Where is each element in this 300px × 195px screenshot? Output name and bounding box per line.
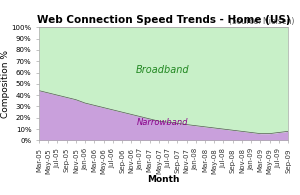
Y-axis label: Composition %: Composition % (1, 50, 10, 118)
Title: Web Connection Speed Trends - Home (US): Web Connection Speed Trends - Home (US) (37, 15, 290, 25)
X-axis label: Month: Month (147, 175, 180, 184)
Text: Broadband: Broadband (136, 65, 190, 75)
Text: Narrowband: Narrowband (137, 118, 189, 127)
Text: (Source: Nielsen): (Source: Nielsen) (229, 17, 295, 26)
